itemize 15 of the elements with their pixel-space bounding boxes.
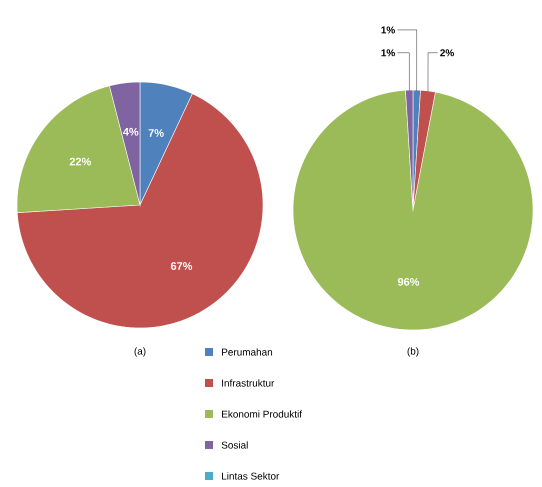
legend-label: Lintas Sektor [222, 472, 280, 480]
data-label: 1% [381, 49, 395, 56]
data-label: 67% [170, 262, 192, 270]
data-label: 4% [123, 128, 138, 136]
data-label: 96% [398, 278, 420, 286]
legend-label: Infrastruktur [222, 379, 274, 387]
data-label: 7% [148, 129, 164, 137]
legend-label: Ekonomi Produktif [222, 410, 302, 418]
legend-label: Perumahan [222, 348, 272, 356]
text: (b) [408, 347, 418, 357]
legend-label: Sosial [222, 441, 248, 449]
data-label: 1% [381, 26, 395, 34]
text: (a) [134, 347, 146, 357]
data-label: 2% [440, 49, 454, 56]
data-label: 22% [70, 158, 91, 166]
